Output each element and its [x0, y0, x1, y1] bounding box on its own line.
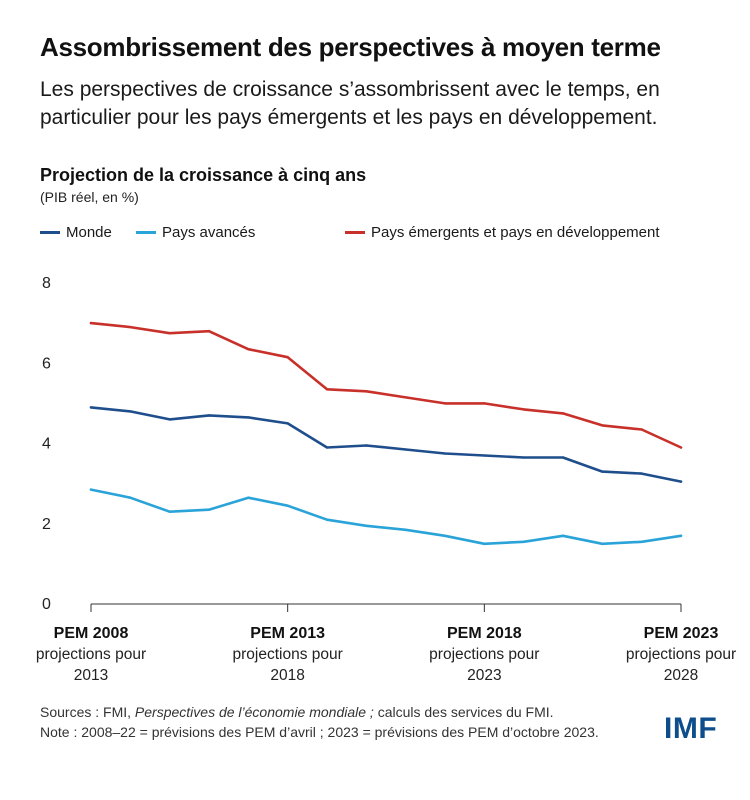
y-tick-label: 6	[42, 355, 51, 372]
series-line-pays-avances-point	[640, 540, 643, 544]
series-line-monde-point	[679, 480, 683, 483]
series-line-pays-emergents-point	[522, 408, 525, 411]
series-line-monde-point	[325, 446, 329, 449]
series-line-pays-emergents-point	[443, 402, 447, 405]
series-line-monde-point	[601, 470, 604, 473]
series-line-monde-point	[207, 414, 211, 417]
series-line-pays-avances-point	[522, 540, 525, 544]
series-line-monde	[89, 406, 683, 483]
series-line-pays-avances-point	[483, 542, 486, 546]
x-tick-edition-label: PEM 2018	[447, 625, 522, 642]
series-line-pays-avances-point	[129, 496, 132, 499]
series-line-monde-point	[404, 448, 407, 451]
x-tick-target-year-label: 2013	[74, 667, 108, 684]
chart-footer: Sources : FMI, Perspectives de l’économi…	[40, 702, 599, 742]
chart-unit-label: (PIB réel, en %)	[40, 189, 139, 205]
series-line-monde-point	[286, 422, 289, 425]
x-tick-projection-label: projections pour	[36, 646, 146, 663]
series-line-monde-point	[483, 454, 486, 457]
series-line-pays-emergents-point	[404, 396, 407, 399]
series-line-monde-point	[522, 456, 525, 459]
series-line-pays-emergents-point	[601, 424, 604, 427]
series-line-pays-avances-point	[89, 488, 93, 491]
series-line-monde-point	[168, 418, 171, 421]
series-line-pays-avances-point	[168, 510, 171, 513]
series-line-pays-emergents-point	[168, 331, 171, 335]
y-tick-label: 0	[42, 596, 51, 613]
footnote: Note : 2008–22 = prévisions des PEM d’av…	[40, 724, 599, 740]
x-tick-edition-label: PEM 2013	[250, 625, 325, 642]
series-line-pays-emergents-point	[129, 325, 132, 329]
legend-item-pays-emergents: Pays émergents et pays en développement	[345, 224, 660, 241]
legend-label-pays-emergents: Pays émergents et pays en développement	[371, 224, 660, 241]
series-line-monde-point	[89, 406, 93, 409]
series-line-pays-emergents-point	[207, 329, 211, 333]
x-tick-target-year-label: 2023	[467, 667, 501, 684]
y-tick-label: 8	[42, 275, 51, 292]
series-line-pays-avances-point	[404, 528, 407, 531]
sources-suffix: calculs des services du FMI.	[373, 704, 554, 720]
chart-title: Projection de la croissance à cinq ans	[40, 165, 367, 185]
legend-item-monde: Monde	[40, 224, 112, 241]
series-line-pays-emergents-point	[679, 446, 683, 449]
sources-prefix: Sources : FMI,	[40, 704, 135, 720]
series-line-monde-point	[561, 456, 565, 459]
legend-label-monde: Monde	[66, 224, 112, 241]
series-line-pays-avances	[89, 488, 683, 546]
series-line-pays-emergents	[89, 321, 683, 449]
series-line-pays-emergents-point	[89, 321, 93, 325]
series-line-pays-avances-point	[247, 496, 250, 499]
series-line-monde-point	[365, 444, 368, 447]
series-line-monde-point	[443, 452, 447, 455]
series-line-pays-emergents-point	[640, 428, 643, 431]
series-line-pays-emergents-point	[483, 402, 486, 405]
series-line-pays-emergents-point	[286, 356, 289, 359]
legend-item-pays-avances: Pays avancés	[136, 224, 255, 241]
series-line-monde-point	[247, 416, 250, 419]
x-tick-projection-label: projections pour	[429, 646, 539, 663]
y-tick-label: 2	[42, 516, 51, 533]
y-tick-label: 4	[42, 436, 51, 453]
legend-label-pays-avances: Pays avancés	[162, 224, 256, 241]
series-line-pays-avances-point	[561, 534, 565, 537]
x-tick-edition-label: PEM 2008	[54, 625, 129, 642]
series-line-pays-avances-point	[325, 518, 329, 521]
x-tick-projection-label: projections pour	[626, 646, 736, 663]
page-subtitle: Les perspectives de croissance s’assombr…	[40, 78, 660, 129]
x-tick-target-year-label: 2018	[270, 667, 304, 684]
series-line-pays-avances-point	[286, 504, 289, 507]
x-tick-projection-label: projections pour	[233, 646, 343, 663]
legend-swatch-pays-emergents	[345, 231, 365, 234]
series-line-pays-avances-point	[207, 508, 211, 511]
sources-publication: Perspectives de l’économie mondiale ;	[134, 704, 374, 720]
series-line-monde-point	[129, 410, 132, 413]
legend-swatch-pays-avances	[136, 231, 156, 234]
sources-note: Sources : FMI, Perspectives de l’économi…	[40, 702, 599, 722]
x-tick-target-year-label: 2028	[664, 667, 698, 684]
series-line-pays-emergents-point	[247, 348, 250, 351]
series-line-pays-emergents-point	[325, 388, 329, 391]
series-line-pays-avances-point	[365, 524, 368, 527]
series-line-pays-avances-point	[679, 534, 683, 537]
page-title: Assombrissement des perspectives à moyen…	[40, 32, 661, 62]
series-line-pays-avances-point	[601, 542, 604, 546]
series-line-monde-point	[640, 472, 643, 475]
series-line-pays-avances-point	[443, 534, 447, 537]
imf-logo: IMF	[664, 712, 718, 745]
x-tick-edition-label: PEM 2023	[644, 625, 719, 642]
series-line-pays-emergents-point	[561, 412, 565, 415]
legend-swatch-monde	[40, 231, 60, 234]
series-line-pays-emergents-point	[365, 390, 368, 393]
